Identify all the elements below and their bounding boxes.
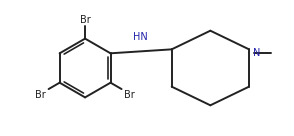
Text: Br: Br [80, 15, 91, 25]
Text: N: N [253, 48, 260, 58]
Text: Br: Br [124, 90, 135, 100]
Text: HN: HN [133, 32, 148, 41]
Text: Br: Br [35, 90, 46, 100]
